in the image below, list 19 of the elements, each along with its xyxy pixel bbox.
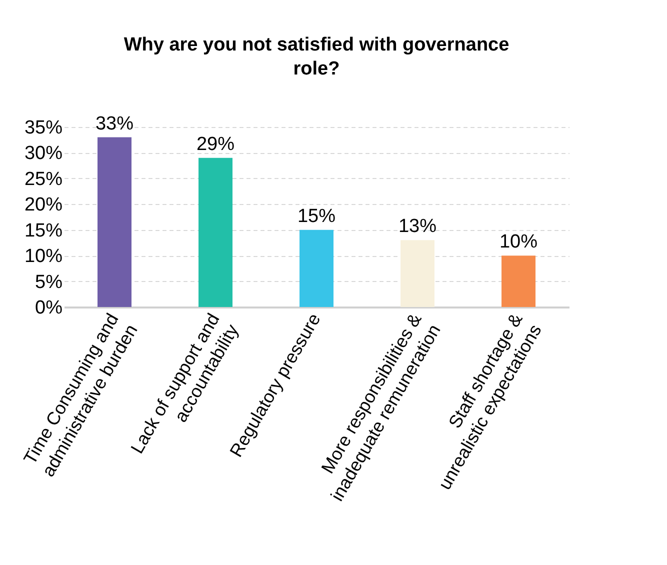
- y-tick-label: 35%: [24, 118, 63, 138]
- y-tick-label: 15%: [24, 220, 63, 242]
- data-label: 10%: [499, 232, 538, 253]
- data-label: 15%: [297, 206, 336, 227]
- data-label: 33%: [95, 113, 134, 134]
- y-tick-label: 20%: [24, 194, 63, 216]
- y-tick-label: 30%: [24, 143, 63, 164]
- y-tick-label: 10%: [24, 246, 63, 268]
- bar: [502, 256, 536, 307]
- data-label: 13%: [398, 216, 437, 238]
- bar: [198, 158, 232, 307]
- bar: [98, 137, 132, 307]
- y-tick-label: 0%: [35, 298, 63, 318]
- bar: [300, 230, 334, 307]
- y-tick-label: 5%: [35, 272, 63, 293]
- chart-title: Why are you not satisfied with governance role?: [124, 34, 510, 80]
- data-label: 29%: [196, 134, 235, 155]
- bar: [400, 240, 434, 307]
- y-tick-label: 25%: [24, 168, 63, 190]
